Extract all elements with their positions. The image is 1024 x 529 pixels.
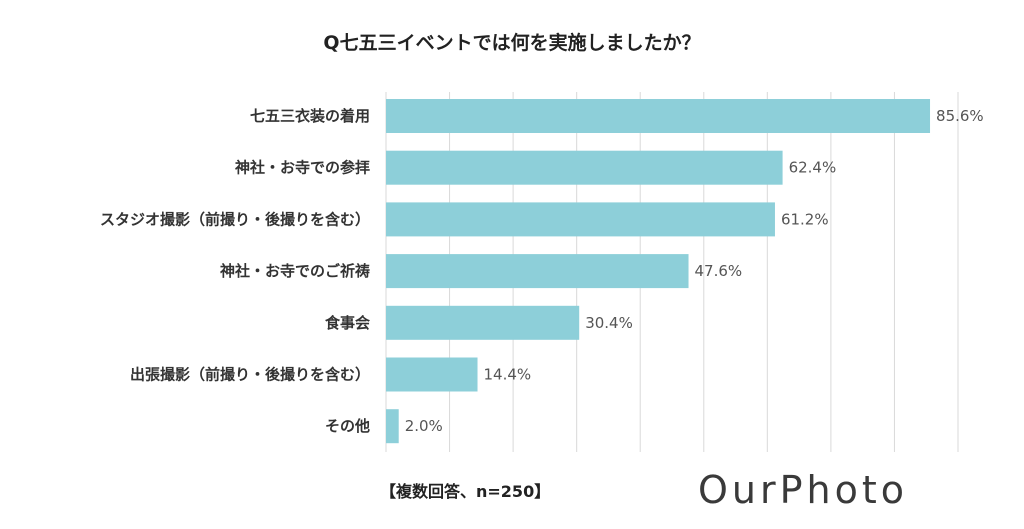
sample-size-footnote: 【複数回答、n=250】: [380, 482, 551, 501]
bar: [386, 254, 689, 289]
category-label: 出張撮影（前撮り・後撮りを含む）: [130, 366, 370, 384]
value-label: 30.4%: [585, 314, 633, 332]
value-label: 62.4%: [789, 159, 837, 177]
value-label: 14.4%: [484, 366, 532, 384]
value-label: 2.0%: [405, 417, 443, 435]
category-label: スタジオ撮影（前撮り・後撮りを含む）: [100, 210, 370, 228]
category-label: 七五三衣装の着用: [250, 107, 370, 125]
value-label: 61.2%: [781, 210, 829, 228]
chart-title: Q七五三イベントでは何を実施しましたか？: [323, 32, 701, 54]
ourphoto-logo: OurPhoto: [698, 468, 909, 512]
bar: [386, 99, 931, 133]
bar: [386, 357, 478, 392]
category-label: 神社・お寺での参拝: [235, 159, 370, 177]
bar: [386, 305, 580, 340]
bar: [386, 202, 775, 237]
bar: [386, 409, 399, 444]
category-label: 食事会: [325, 314, 370, 332]
category-label: 神社・お寺でのご祈祷: [220, 262, 370, 280]
bar: [386, 150, 783, 185]
value-label: 85.6%: [936, 107, 984, 125]
bars: [386, 99, 931, 444]
value-label: 47.6%: [695, 262, 743, 280]
category-label: その他: [325, 417, 370, 435]
value-labels: 85.6% 62.4% 61.2% 47.6% 30.4% 14.4% 2.0%: [405, 107, 984, 435]
